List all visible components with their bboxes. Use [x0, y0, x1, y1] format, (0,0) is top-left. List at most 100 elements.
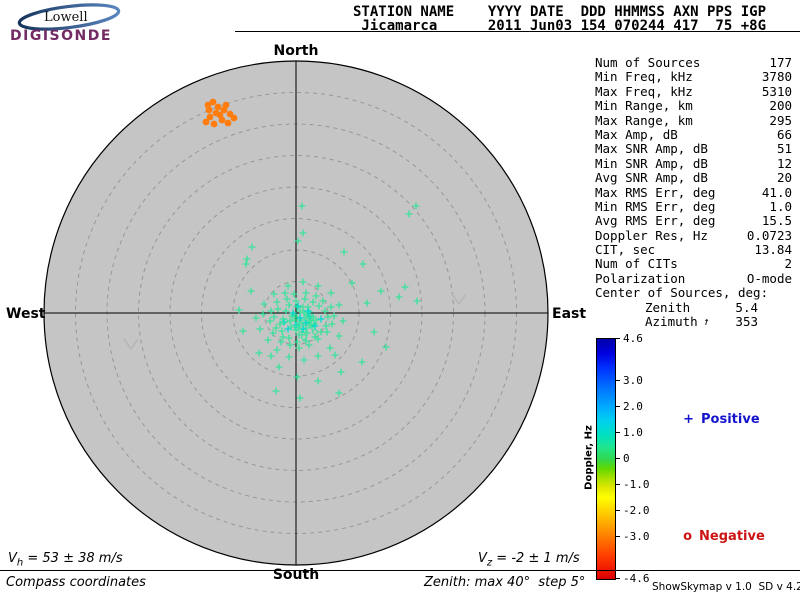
- source-point-positive: [285, 334, 293, 342]
- source-point-positive: [281, 289, 289, 297]
- source-point-positive: [285, 301, 293, 309]
- source-point-positive: [317, 328, 325, 336]
- stat-row: Doppler Res, Hz 0.0723: [595, 227, 792, 243]
- source-point-positive: [275, 363, 283, 371]
- compass-label-north: North: [273, 43, 319, 59]
- source-point-positive: [331, 351, 339, 359]
- source-point-positive: [293, 303, 301, 311]
- source-point-negative: [282, 318, 289, 325]
- source-point-positive: [300, 309, 308, 317]
- legend-positive-label: Positive: [701, 412, 760, 427]
- circle-marker-icon: o: [683, 529, 693, 544]
- source-point-positive: [299, 325, 307, 333]
- source-point-negative: [202, 118, 210, 126]
- source-point-positive: [377, 287, 385, 295]
- source-point-positive: [276, 320, 284, 328]
- source-point-positive: [269, 329, 277, 337]
- source-point-negative: [214, 103, 222, 111]
- stat-label: Num of Sources: [595, 55, 701, 70]
- source-point-positive: [294, 237, 302, 245]
- source-point-negative: [205, 106, 213, 114]
- v-direction-marker: [451, 293, 467, 306]
- source-point-positive: [296, 314, 304, 322]
- source-point-negative: [206, 113, 214, 121]
- stat-label: Max Range, km: [595, 112, 693, 128]
- source-point-positive: [401, 283, 409, 291]
- source-point-positive: [288, 312, 296, 320]
- source-point-positive: [314, 377, 322, 385]
- source-point-negative: [294, 325, 301, 332]
- source-point-positive: [395, 293, 403, 301]
- stat-value: 12: [776, 155, 792, 171]
- stat-row: Num of CITs 2: [595, 257, 792, 272]
- source-point-positive: [314, 352, 322, 360]
- stat-row: Min Range, km 200: [595, 98, 792, 113]
- source-point-positive: [272, 387, 280, 395]
- stat-label: Avg SNR Amp, dB: [595, 170, 708, 186]
- v-direction-marker: [123, 338, 139, 351]
- stat-row: Min Freq, kHz 3780: [595, 69, 792, 84]
- colorbar-tick-label: 4.6: [623, 332, 643, 345]
- source-point-positive: [312, 316, 320, 324]
- stat-row: Avg SNR Amp, dB 20: [595, 170, 792, 186]
- footer-divider: [0, 570, 800, 571]
- colorbar-tick-label: -3.0: [623, 530, 650, 544]
- colorbar-tick-label: 1.0: [623, 425, 643, 439]
- stat-label: Azimuth: [645, 314, 698, 330]
- source-point-positive: [284, 282, 292, 290]
- source-point-positive: [242, 260, 250, 268]
- source-point-positive: [311, 322, 319, 330]
- doppler-colorbar: Doppler, Hz 4.6 3.0 2.0 1.0 0 -1.0 -2.0 -3.0 -4.…: [584, 332, 676, 585]
- stat-row: CIT, sec 13.84: [595, 242, 792, 258]
- source-point-positive: [327, 303, 335, 311]
- source-point-positive: [296, 394, 304, 402]
- source-point-negative: [224, 119, 232, 127]
- stat-value: 353: [735, 314, 758, 330]
- source-point-positive: [267, 307, 275, 315]
- measurement-stats-panel: Num of Sources 177 Min Freq, kHz 3780 Max Fr…: [595, 55, 792, 330]
- stat-value: 51: [776, 141, 792, 157]
- source-point-positive: [324, 313, 332, 321]
- stat-row: Num of Sources 177: [595, 55, 792, 70]
- legend-negative-label: Negative: [699, 529, 765, 544]
- colorbar-tick-mark: [616, 458, 620, 459]
- source-point-positive: [301, 295, 309, 303]
- legend-positive: + Positive: [665, 397, 760, 442]
- source-point-positive: [279, 333, 287, 341]
- colorbar-tick-label: 3.0: [623, 373, 643, 387]
- source-point-positive: [315, 302, 323, 310]
- compass-label-east: East: [552, 306, 587, 322]
- source-point-positive: [292, 321, 300, 329]
- stat-row: Polarization O-mode: [595, 271, 792, 286]
- source-point-positive: [339, 317, 347, 325]
- stat-label: CIT, sec: [595, 242, 656, 258]
- source-point-positive: [359, 260, 367, 268]
- source-point-positive: [317, 315, 325, 323]
- source-point-positive: [298, 328, 306, 336]
- colorbar-gradient: [596, 338, 616, 580]
- colorbar-tick-label: 0: [623, 452, 630, 465]
- source-point-positive: [239, 327, 247, 335]
- source-point-positive: [300, 356, 308, 364]
- stat-label: Max Freq, kHz: [595, 83, 693, 99]
- coordinates-note: Compass coordinates: [6, 575, 146, 590]
- azimuth-direction-icon: ↑: [701, 314, 711, 329]
- colorbar-tick-mark: [616, 536, 620, 538]
- source-point-positive: [252, 314, 260, 322]
- digisonde-swoosh-icon: [17, 3, 121, 31]
- stat-label: Doppler Res, Hz: [595, 227, 708, 243]
- colorbar-tick-mark: [616, 431, 620, 433]
- vz-value: = -2 ± 1 m/s: [492, 551, 580, 566]
- header-values-row: Jicamarca 2011 Jun03 154 070244 417 75 +…: [353, 18, 767, 34]
- stat-row: Max Amp, dB 66: [595, 126, 792, 142]
- source-point-positive: [273, 346, 281, 354]
- source-point-positive: [340, 248, 348, 256]
- colorbar-tick-label: 2.0: [623, 399, 643, 413]
- source-point-positive: [370, 328, 378, 336]
- stat-value: 66: [776, 126, 792, 142]
- stat-label: Center of Sources, deg:: [595, 285, 769, 301]
- vertical-velocity-readout: Vz = -2 ± 1 m/s: [478, 551, 580, 569]
- stat-value: 13.84: [754, 242, 792, 258]
